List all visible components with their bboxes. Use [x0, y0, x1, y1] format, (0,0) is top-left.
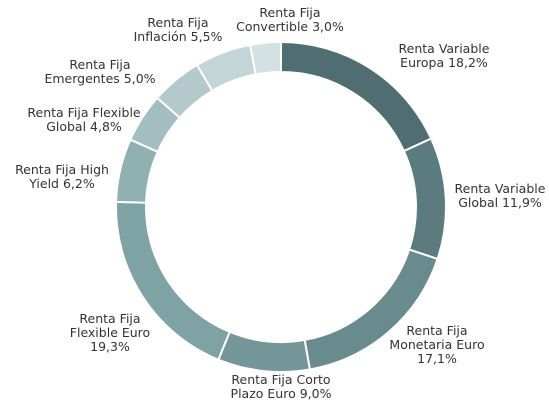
slice-label: Renta Fija Monetaria Euro 17,1% — [378, 324, 496, 366]
value-label: 9,0% — [299, 386, 332, 401]
slice-label: Renta Fija Emergentes 5,0% — [41, 58, 159, 86]
slice-label: Renta Fija Flexible Euro 19,3% — [59, 312, 161, 354]
category-name: Renta Fija Inflación — [133, 15, 209, 44]
slice-label: Renta Variable Europa 18,2% — [388, 42, 500, 70]
value-label: 11,9% — [502, 195, 542, 210]
slice — [248, 40, 282, 76]
slice — [402, 137, 447, 261]
value-label: 6,2% — [62, 176, 95, 191]
slice-label: Renta Fija Corto Plazo Euro 9,0% — [217, 373, 345, 401]
value-label: 5,0% — [123, 71, 156, 86]
category-name: Renta Fija Corto Plazo Euro — [230, 372, 331, 401]
category-name: Renta Fija Convertible — [236, 5, 321, 34]
slice-label: Renta Fija Flexible Global 4,8% — [13, 106, 155, 134]
slice-label: Renta Fija Convertible 3,0% — [229, 6, 351, 34]
value-label: 5,5% — [190, 29, 223, 44]
slice-label: Renta Variable Global 11,9% — [444, 182, 549, 210]
category-name: Renta Fija Monetaria Euro — [389, 323, 485, 352]
category-name: Renta Fija Flexible Global — [27, 105, 141, 134]
value-label: 18,2% — [448, 55, 488, 70]
value-label: 17,1% — [417, 351, 457, 366]
value-label: 4,8% — [90, 119, 122, 134]
category-name: Renta Fija Emergentes — [44, 57, 131, 86]
slice-label: Renta Fija High Yield 6,2% — [6, 163, 118, 191]
category-name: Renta Variable Europa — [398, 41, 490, 70]
category-name: Renta Fija Flexible Euro — [69, 311, 151, 340]
category-name: Renta Fija High Yield — [15, 162, 109, 191]
value-label: 19,3% — [90, 339, 130, 354]
slice-label: Renta Fija Inflación 5,5% — [122, 16, 234, 44]
slice — [217, 330, 312, 373]
category-name: Renta Variable Global — [454, 181, 546, 210]
value-label: 3,0% — [312, 19, 344, 34]
